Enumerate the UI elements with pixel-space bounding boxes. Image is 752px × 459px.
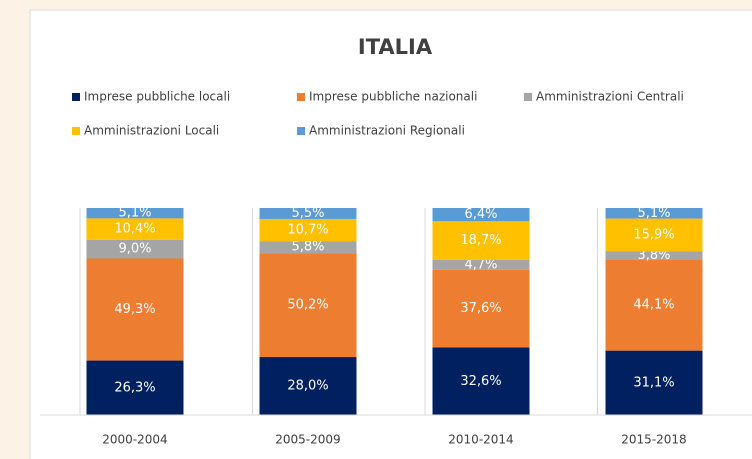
x-tick-label: 2000-2004 (102, 433, 167, 447)
data-label: 49,3% (114, 302, 155, 317)
legend-swatch (297, 93, 305, 101)
bar-segment (86, 258, 184, 361)
bar-segment (86, 239, 184, 259)
legend-label: Amministrazioni Regionali (309, 124, 465, 138)
data-label: 15,9% (633, 228, 674, 243)
chart-title: ITALIA (358, 35, 433, 59)
bar-segment (605, 259, 703, 351)
data-label: 31,1% (633, 375, 674, 390)
data-label: 5,5% (291, 206, 324, 221)
x-tick-label: 2005-2009 (275, 433, 340, 447)
bar-segment (605, 350, 703, 415)
data-label: 10,7% (287, 223, 328, 238)
bar-segment (259, 357, 357, 415)
legend-swatch (524, 93, 532, 101)
data-label: 28,0% (287, 379, 328, 394)
bar-segment (259, 253, 357, 358)
data-label: 4,7% (464, 257, 497, 272)
data-label: 3,8% (637, 248, 670, 263)
x-tick-label: 2015-2018 (621, 433, 686, 447)
bar-segment (432, 208, 530, 222)
data-label: 10,4% (114, 222, 155, 237)
legend-label: Imprese pubbliche locali (84, 90, 230, 104)
data-label: 37,6% (460, 301, 501, 316)
legend-label: Amministrazioni Locali (84, 124, 219, 138)
bar-segment (86, 360, 184, 415)
bar-segment (432, 347, 530, 415)
data-label: 5,1% (118, 206, 151, 221)
bar-segment (86, 218, 184, 240)
bar-segment (605, 218, 703, 252)
data-label: 6,4% (464, 207, 497, 222)
data-label: 44,1% (633, 297, 674, 312)
bar-segment (259, 241, 357, 254)
legend-swatch (72, 127, 80, 135)
data-label: 5,1% (637, 206, 670, 221)
bar-segment (605, 251, 703, 260)
bar-segment (432, 259, 530, 270)
data-label: 18,7% (460, 233, 501, 248)
plot: 26,3%49,3%9,0%10,4%5,1%28,0%50,2%5,8%10,… (86, 206, 703, 415)
bar-segment (432, 221, 530, 260)
bar-segment (259, 208, 357, 219)
legend-label: Amministrazioni Centrali (536, 90, 684, 104)
bar-segment (259, 218, 357, 242)
legend-swatch (72, 93, 80, 101)
legend-label: Imprese pubbliche nazionali (309, 90, 477, 104)
data-label: 50,2% (287, 298, 328, 313)
data-label: 9,0% (118, 242, 151, 257)
legend-swatch (297, 127, 305, 135)
data-label: 5,8% (291, 240, 324, 255)
x-tick-label: 2010-2014 (448, 433, 513, 447)
data-label: 26,3% (114, 380, 155, 395)
data-label: 32,6% (460, 374, 501, 389)
bar-segment (86, 208, 184, 219)
bar-segment (432, 269, 530, 348)
bar-segment (605, 208, 703, 219)
